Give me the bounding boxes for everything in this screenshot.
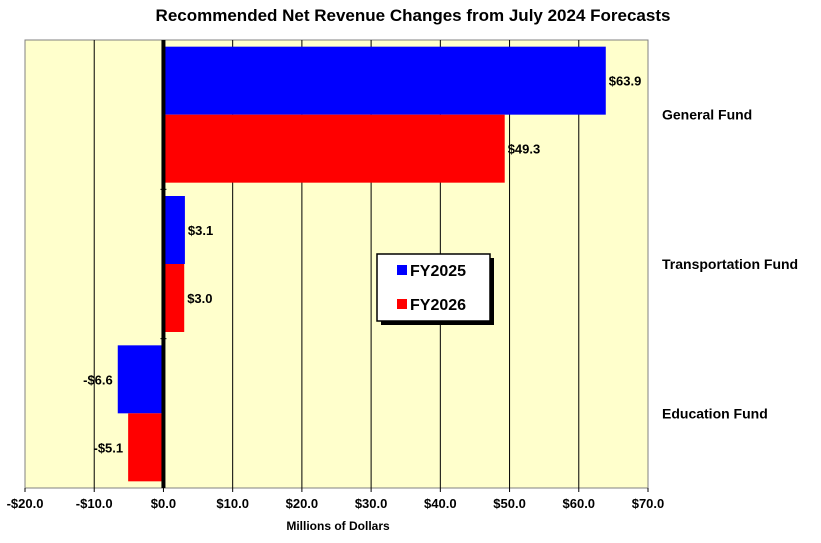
category-labels: General Fund Transportation Fund Education… <box>662 107 798 422</box>
zero-axis <box>160 40 167 488</box>
x-tick-label: $50.0 <box>493 496 526 511</box>
bar <box>163 264 185 332</box>
x-tick-label: $70.0 <box>632 496 665 511</box>
data-label: $3.0 <box>187 291 212 306</box>
category-label: Transportation Fund <box>662 256 798 272</box>
legend-label-fy2025: FY2025 <box>410 263 466 280</box>
category-label: General Fund <box>662 107 752 123</box>
x-tick-label: -$10.0 <box>76 496 113 511</box>
bar <box>117 345 164 414</box>
data-labels: $63.9 $49.3 $3.1 $3.0 -$6.6 -$5.1 <box>83 74 641 456</box>
x-tick-label: $30.0 <box>355 496 388 511</box>
bar <box>163 114 505 183</box>
x-axis-ticks: -$20.0 -$10.0 $0.0 $10.0 $20.0 $30.0 $40.0 $50.… <box>7 488 665 511</box>
bar <box>163 46 606 115</box>
chart-title: Recommended Net Revenue Changes from Jul… <box>156 6 671 25</box>
x-tick-label: $0.0 <box>151 496 176 511</box>
x-tick-label: $10.0 <box>216 496 249 511</box>
x-tick-label: $40.0 <box>424 496 457 511</box>
bars <box>117 46 606 482</box>
legend-box <box>376 253 491 322</box>
legend-swatch-fy2025 <box>397 265 407 275</box>
legend: FY2025 FY2026 <box>376 253 494 325</box>
x-axis-title: Millions of Dollars <box>286 519 390 533</box>
data-label: $63.9 <box>609 74 642 89</box>
data-label: -$6.6 <box>83 372 113 387</box>
category-label: Education Fund <box>662 405 768 421</box>
bar <box>163 196 185 264</box>
x-tick-label: $60.0 <box>563 496 596 511</box>
x-tick-label: $20.0 <box>286 496 319 511</box>
legend-label-fy2026: FY2026 <box>410 297 466 314</box>
data-label: -$5.1 <box>94 440 124 455</box>
data-label: $49.3 <box>508 142 541 157</box>
legend-swatch-fy2026 <box>397 299 407 309</box>
x-tick-label: -$20.0 <box>7 496 44 511</box>
bar <box>128 413 164 482</box>
data-label: $3.1 <box>188 223 213 238</box>
